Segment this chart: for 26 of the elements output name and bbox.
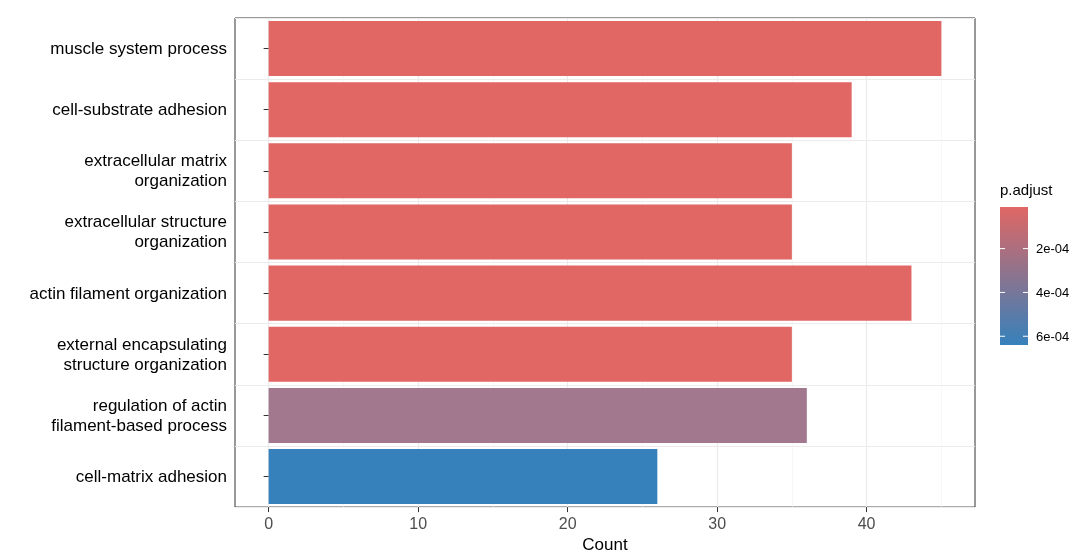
bar [268,387,807,443]
x-tick-label: 10 [409,514,428,532]
color-bar-label: 6e-04 [1036,328,1070,344]
y-tick-label: cell-matrix adhesion [75,467,227,487]
x-tick-label: 20 [558,514,577,532]
bar [268,449,658,505]
x-tick-label: 30 [708,514,727,532]
x-axis-title: Count [582,535,628,554]
bar [268,82,852,138]
y-tick-label: actin filament organization [29,283,227,303]
bar [268,21,942,77]
bar [268,143,792,199]
color-bar-label: 2e-04 [1036,241,1070,257]
color-bar-title: p.adjust [1000,181,1054,198]
y-tick-label: external encapsulating structure organization [56,334,227,374]
y-tick-label: regulation of actin filament-based process [51,395,227,435]
bar [268,265,912,321]
y-tick-label: cell-substrate adhesion [52,100,227,120]
y-tick-label: extracellular matrix organization [84,151,228,191]
bar [268,204,792,260]
bar [268,326,792,382]
x-tick-label: 40 [857,514,876,532]
y-tick-label: muscle system process [50,39,227,59]
color-bar-label: 4e-04 [1036,284,1070,300]
y-tick-label: extracellular structure organization [64,212,227,252]
x-tick-label: 0 [264,514,274,532]
